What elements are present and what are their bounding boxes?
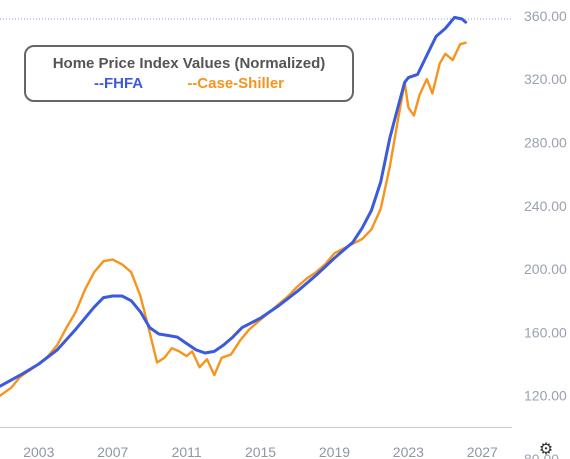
x-tick-label: 2023	[393, 444, 424, 459]
series-line-fhfa	[0, 15, 468, 388]
y-tick-label: 160.00	[524, 324, 567, 340]
y-tick-label: 200.00	[524, 261, 567, 277]
y-tick-label: 240.00	[524, 198, 567, 214]
chart-title: Home Price Index Values (Normalized)	[52, 55, 326, 72]
x-tick-label: 2019	[319, 444, 350, 459]
x-axis-ticks: 2003 2007 2011 2015 2019 2023 2027	[23, 444, 498, 459]
y-axis-ticks: 360.00 320.00 280.00 240.00 200.00 160.00 120.…	[524, 8, 567, 459]
y-tick-label: 120.00	[524, 388, 567, 404]
legend-item-case-shiller: --Case-Shiller	[187, 75, 285, 92]
gridlines	[0, 18, 512, 428]
y-tick-label: 320.00	[524, 71, 567, 87]
x-tick-label: 2027	[467, 444, 498, 459]
legend: Home Price Index Values (Normalized) --F…	[24, 45, 354, 102]
series-line-case-shiller	[0, 41, 467, 397]
settings-gear-icon[interactable]: ⚙	[538, 439, 554, 458]
x-tick-label: 2015	[245, 444, 276, 459]
x-tick-label: 2011	[172, 444, 202, 459]
legend-item-fhfa: --FHFA	[93, 75, 144, 92]
x-tick-label: 2003	[23, 444, 54, 459]
y-tick-label: 280.00	[524, 134, 567, 150]
y-tick-label: 80.00	[524, 451, 559, 459]
y-tick-label: 360.00	[524, 8, 567, 24]
series-layer	[0, 15, 468, 397]
legend-items: --FHFA --Case-Shiller	[26, 75, 352, 92]
x-tick-label: 2007	[97, 444, 128, 459]
